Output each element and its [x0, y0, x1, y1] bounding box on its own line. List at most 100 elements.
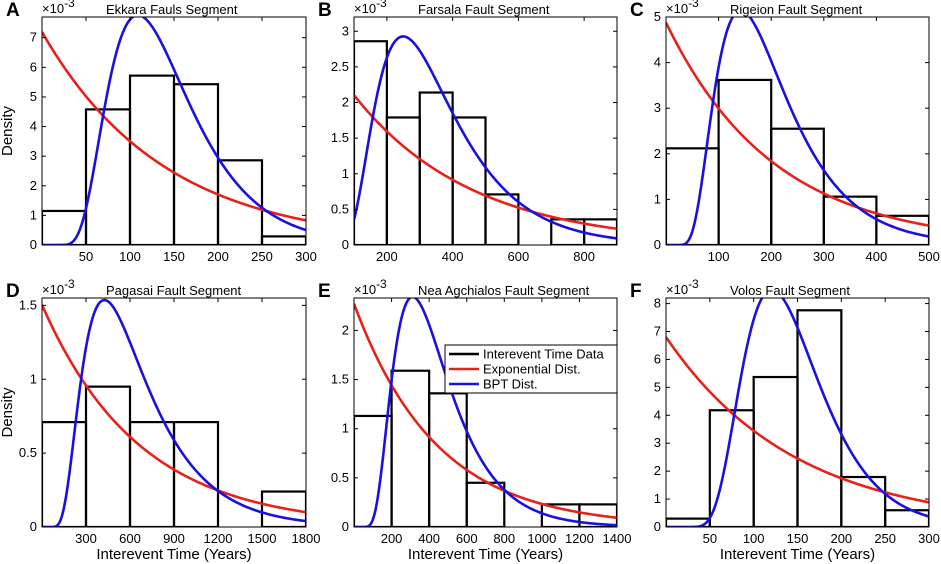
panel-b: 200 400 600 800 0 0.5 1 1.5 2 2.5 3 ×10-3 Farsala Fa…	[318, 0, 618, 264]
multiplier-base: ×10	[42, 1, 64, 16]
x-tick-label: 300	[295, 249, 317, 264]
x-tick-label: 400	[418, 531, 440, 546]
x-tick-label: 100	[708, 249, 730, 264]
multiplier-base: ×10	[666, 282, 688, 297]
x-tick-label: 200	[760, 249, 782, 264]
multiplier-base: ×10	[354, 282, 376, 297]
x-tick-label: 50	[79, 249, 93, 264]
multiplier-exponent: -3	[376, 0, 387, 10]
panel-title: Volos Fault Segment	[730, 283, 850, 298]
panel-f: 50 100 150 200 250 300 0 1 2 3 4 5 6 7 8 ×10-3 Volos Fau…	[630, 277, 940, 563]
exponential-curve	[354, 94, 617, 231]
histogram-bar	[128, 421, 176, 527]
multiplier-exponent: -3	[688, 277, 699, 291]
panel-title: Farsala Fault Segment	[418, 2, 550, 17]
y-tick-label: 2	[654, 463, 661, 478]
exponential-curve	[42, 31, 306, 222]
histogram-bar	[840, 475, 887, 527]
bpt-curve	[666, 17, 929, 245]
x-tick-label: 250	[874, 531, 896, 546]
y-multiplier: ×10-3	[354, 277, 387, 297]
x-tick-label: 600	[456, 531, 478, 546]
x-tick-label: 600	[119, 531, 141, 546]
y-tick-label: 2	[342, 95, 349, 110]
x-tick-label: 300	[918, 531, 940, 546]
panel-letter: F	[630, 281, 642, 302]
y-tick-label: 8	[654, 296, 661, 311]
y-tick-label: 1	[30, 371, 37, 386]
multiplier-base: ×10	[354, 1, 376, 16]
y-tick-label: 0	[342, 519, 349, 534]
x-tick-label: 1500	[248, 531, 277, 546]
y-tick-label: 0	[654, 237, 661, 252]
panel-letter: B	[318, 0, 332, 21]
y-tick-label: 1.5	[19, 297, 37, 312]
y-tick-label: 2	[342, 322, 349, 337]
y-tick-label: 5	[654, 9, 661, 24]
y-tick-label: 1.5	[331, 372, 349, 387]
y-tick-label: 6	[30, 59, 37, 74]
histogram-bar	[717, 78, 773, 245]
y-tick-label: 7	[30, 30, 37, 45]
y-tick-label: 3	[654, 100, 661, 115]
x-tick-label: 200	[381, 531, 403, 546]
panel-e: 200 400 600 800 1000 1200 1400 0 0.5 1 1.5 2 ×10-3 Ne…	[318, 277, 631, 563]
y-tick-label: 4	[30, 119, 37, 134]
histogram-bar	[172, 421, 220, 527]
histogram-bar	[796, 309, 843, 527]
x-tick-label: 150	[787, 531, 809, 546]
x-tick-label: 800	[573, 249, 595, 264]
bpt-curve	[354, 35, 617, 240]
x-tick-label: 600	[508, 249, 530, 264]
x-tick-label: 900	[163, 531, 185, 546]
axes-frame	[353, 16, 618, 246]
x-tick-label: 300	[75, 531, 97, 546]
bpt-curve	[42, 298, 306, 527]
x-tick-label: 400	[866, 249, 888, 264]
histogram-bar	[484, 193, 520, 245]
y-tick-label: 2	[654, 146, 661, 161]
panel-letter: A	[6, 0, 20, 21]
y-tick-label: 4	[654, 55, 661, 70]
histogram-bar	[884, 509, 929, 527]
panel-title: Pagasai Fault Segment	[106, 283, 242, 298]
x-axis-label: Interevent Time (Years)	[96, 546, 251, 563]
x-axis-label: Interevent Time (Years)	[408, 546, 563, 563]
x-tick-label: 100	[119, 249, 141, 264]
y-tick-label: 6	[654, 351, 661, 366]
y-tick-label: 0.5	[331, 201, 349, 216]
y-tick-label: 1	[654, 191, 661, 206]
histogram-bar	[172, 83, 220, 245]
bpt-curve	[666, 298, 929, 527]
x-tick-label: 500	[918, 249, 940, 264]
y-tick-label: 1	[30, 207, 37, 222]
histogram-bar	[216, 159, 264, 245]
x-tick-label: 150	[163, 249, 185, 264]
multiplier-exponent: -3	[688, 0, 699, 10]
histogram-bar	[752, 375, 799, 527]
histogram-bar	[128, 74, 176, 245]
y-tick-label: 2	[30, 178, 37, 193]
x-tick-label: 1200	[565, 531, 594, 546]
x-tick-label: 50	[703, 531, 717, 546]
y-tick-label: 0	[30, 237, 37, 252]
y-tick-label: 0.5	[19, 445, 37, 460]
y-tick-label: 3	[342, 23, 349, 38]
y-tick-label: 3	[654, 435, 661, 450]
legend-label: BPT Dist.	[483, 377, 538, 392]
x-tick-label: 1400	[603, 531, 632, 546]
x-tick-label: 200	[207, 249, 229, 264]
panel-c: 100 200 300 400 500 0 1 2 3 4 5 ×10-3 Rigeion Fault …	[630, 0, 940, 264]
x-tick-label: 1200	[204, 531, 233, 546]
multiplier-exponent: -3	[376, 277, 387, 291]
histogram-bar	[260, 235, 306, 245]
exponential-curve	[666, 21, 929, 227]
legend-label: Exponential Dist.	[483, 362, 581, 377]
y-multiplier: ×10-3	[42, 0, 75, 16]
x-tick-label: 200	[376, 249, 398, 264]
y-tick-label: 0	[342, 237, 349, 252]
y-axis-label: Density	[0, 387, 16, 438]
bpt-curve	[42, 17, 306, 245]
